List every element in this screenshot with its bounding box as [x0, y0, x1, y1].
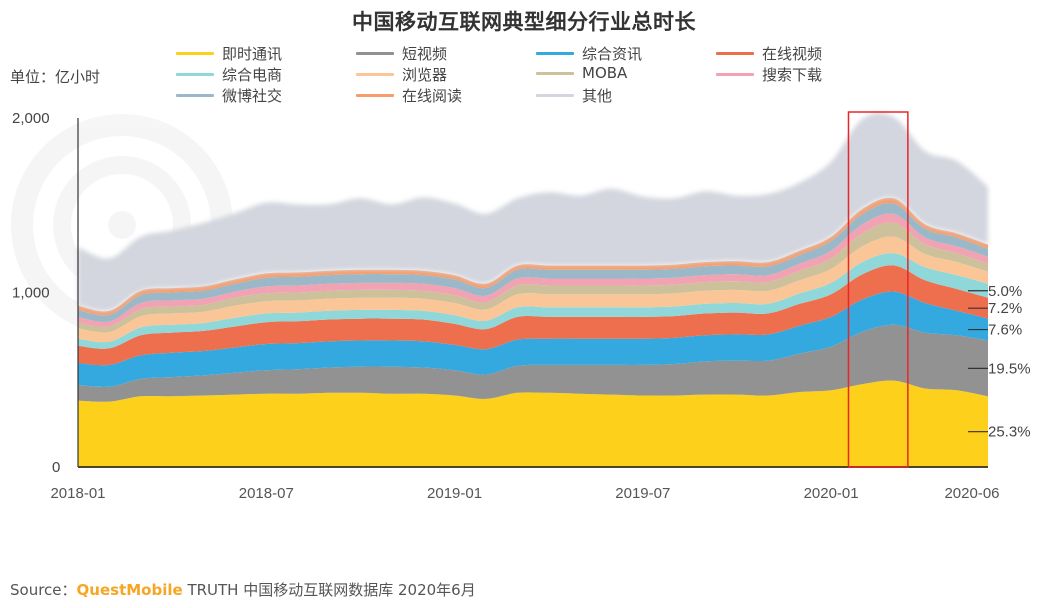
y-tick-label: 1,000: [12, 285, 50, 302]
annotation-label: 25.3%: [988, 424, 1031, 441]
legend-swatch: [356, 94, 394, 97]
legend-swatch: [176, 52, 214, 55]
legend-item: 微博社交: [176, 85, 282, 106]
annotation-label: 7.6%: [988, 322, 1022, 339]
y-tick-label: 2,000: [12, 110, 50, 127]
legend-swatch: [536, 71, 574, 75]
legend-item: 在线视频: [716, 43, 822, 64]
legend-label: 即时通讯: [222, 45, 283, 63]
area-6-浏览器: [78, 236, 988, 343]
source-suffix: TRUTH 中国移动互联网数据库 2020年6月: [187, 581, 476, 599]
legend-swatch: [176, 73, 214, 76]
legend-label: 浏览器: [402, 66, 448, 84]
legend-label: 综合资讯: [582, 45, 643, 63]
legend-label: 在线阅读: [402, 87, 463, 105]
legend-item: MOBA: [536, 64, 627, 82]
area-2-短视频: [78, 324, 988, 402]
legend-label: 短视频: [402, 45, 448, 63]
area-5-综合电商: [78, 253, 988, 349]
x-tick-label: 2019-07: [615, 485, 670, 502]
x-tick-label: 2020-06: [944, 485, 999, 502]
legend-item: 其他: [536, 85, 612, 106]
legend-swatch: [716, 73, 754, 76]
legend-item: 综合电商: [176, 64, 282, 85]
legend-swatch: [536, 52, 574, 55]
x-tick-label: 2018-07: [239, 485, 294, 502]
unit-label: 单位：亿小时: [10, 68, 101, 86]
legend-label: 在线视频: [762, 45, 823, 63]
highlight-box: [847, 111, 909, 468]
x-tick-label: 2019-01: [427, 485, 482, 502]
x-tick-label: 2020-01: [804, 485, 859, 502]
area-1-即时通讯: [78, 380, 988, 467]
legend-item: 搜索下载: [716, 64, 822, 85]
legend-label: 搜索下载: [762, 66, 823, 84]
area-11-其他: [78, 113, 988, 312]
source-note: Source：QuestMobile TRUTH 中国移动互联网数据库 2020…: [10, 579, 476, 600]
legend-item: 短视频: [356, 43, 447, 64]
legend-item: 即时通讯: [176, 43, 282, 64]
annotation-label: 7.2%: [988, 300, 1022, 317]
legend-swatch: [536, 94, 574, 97]
area-3-综合资讯: [78, 291, 988, 387]
source-brand: QuestMobile: [76, 581, 183, 599]
legend-item: 浏览器: [356, 64, 447, 85]
legend-swatch: [356, 52, 394, 55]
annotation-label: 19.5%: [988, 360, 1031, 377]
legend-item: 在线阅读: [356, 85, 462, 106]
source-prefix: Source：: [10, 581, 77, 599]
legend-label: 微博社交: [222, 87, 283, 105]
legend-label: 综合电商: [222, 66, 283, 84]
chart-title: 中国移动互联网典型细分行业总时长: [352, 10, 696, 34]
y-tick-label: 0: [52, 459, 60, 476]
annotation-label: 5.0%: [988, 283, 1022, 300]
area-4-在线视频: [78, 265, 988, 366]
legend-swatch: [716, 52, 754, 55]
legend-label: 其他: [582, 87, 613, 105]
x-tick-label: 2018-01: [50, 485, 105, 502]
legend-item: 综合资讯: [536, 43, 642, 64]
area-9-微博社交: [78, 202, 988, 323]
area-7-MOBA: [78, 222, 988, 333]
legend-swatch: [176, 94, 214, 97]
legend-swatch: [356, 73, 394, 76]
legend-label: MOBA: [582, 64, 628, 82]
